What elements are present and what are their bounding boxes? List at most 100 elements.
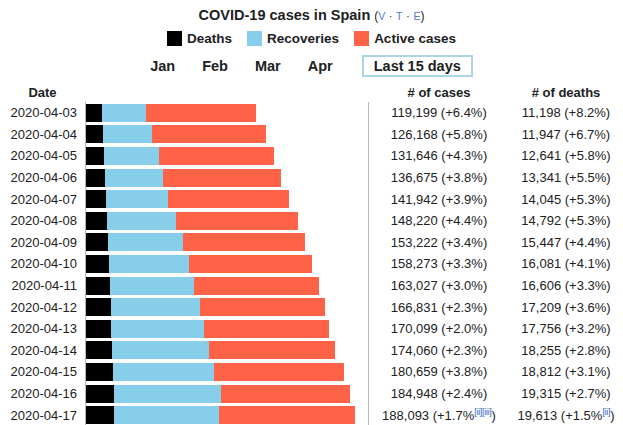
- bar-deaths-segment: [86, 363, 113, 381]
- nav-month-apr[interactable]: Apr: [308, 58, 333, 74]
- row-deaths: 17,209 (+3.6%): [509, 300, 623, 315]
- row-cases: 153,222 (+3.4%): [369, 235, 509, 250]
- stacked-bar: [86, 233, 305, 251]
- range-nav: Jan Feb Mar Apr Last 15 days: [0, 55, 623, 77]
- row-date: 2020-04-05: [0, 148, 85, 163]
- row-cases: 166,831 (+2.3%): [369, 300, 509, 315]
- vte-link-edit[interactable]: e: [413, 10, 420, 22]
- bar-track: [85, 232, 369, 254]
- bar-active-segment: [209, 341, 335, 359]
- chart-header: COVID-19 cases in Spain (v · t · e): [0, 7, 623, 25]
- recoveries-swatch-icon: [247, 31, 262, 46]
- table-row: 2020-04-09 153,222 (+3.4%) 15,447 (+4.4%…: [0, 232, 623, 254]
- row-date: 2020-04-13: [0, 321, 85, 336]
- page-title: COVID-19 cases in Spain: [199, 7, 371, 23]
- row-deaths: 11,198 (+8.2%): [509, 105, 623, 120]
- row-cases: 141,942 (+3.9%): [369, 192, 509, 207]
- table-row: 2020-04-16 184,948 (+2.4%) 19,315 (+2.7%…: [0, 383, 623, 405]
- row-cases: 126,168 (+5.8%): [369, 127, 509, 142]
- bar-track: [85, 340, 369, 362]
- table-row: 2020-04-17 188,093 (+1.7%[ii][iii]) 19,6…: [0, 404, 623, 425]
- header-date: Date: [0, 85, 85, 100]
- row-date: 2020-04-11: [0, 278, 85, 293]
- legend-item-deaths: Deaths: [167, 31, 232, 46]
- stacked-bar: [86, 298, 325, 316]
- bar-recoveries-segment: [102, 104, 146, 122]
- bar-active-segment: [204, 320, 329, 338]
- bar-active-segment: [146, 104, 257, 122]
- stacked-bar: [86, 212, 298, 230]
- row-date: 2020-04-10: [0, 256, 85, 271]
- stacked-bar: [86, 385, 350, 403]
- table-row: 2020-04-15 180,659 (+3.8%) 18,812 (+3.1%…: [0, 361, 623, 383]
- footnote-ref[interactable]: [ii]: [474, 406, 482, 416]
- bar-recoveries-segment: [111, 320, 204, 338]
- stacked-bar: [86, 104, 256, 122]
- bar-recoveries-segment: [112, 341, 209, 359]
- bar-active-segment: [214, 363, 344, 381]
- bar-track: [85, 167, 369, 189]
- bar-recoveries-segment: [109, 255, 189, 273]
- row-deaths: 19,613 (+1.5%[ii]): [509, 408, 623, 423]
- bar-active-segment: [152, 125, 266, 143]
- row-cases: 148,220 (+4.4%): [369, 213, 509, 228]
- nav-month-jan[interactable]: Jan: [150, 58, 175, 74]
- bar-track: [85, 383, 369, 405]
- bar-recoveries-segment: [107, 212, 176, 230]
- bar-active-segment: [168, 190, 289, 208]
- nav-month-feb[interactable]: Feb: [202, 58, 228, 74]
- bar-recoveries-segment: [103, 125, 152, 143]
- row-deaths: 16,606 (+3.3%): [509, 278, 623, 293]
- table-row: 2020-04-07 141,942 (+3.9%) 14,045 (+5.3%…: [0, 188, 623, 210]
- row-deaths: 11,947 (+6.7%): [509, 127, 623, 142]
- row-cases: 158,273 (+3.3%): [369, 256, 509, 271]
- vte-links: (v · t · e): [374, 9, 424, 23]
- legend-label-recoveries: Recoveries: [267, 31, 339, 46]
- row-date: 2020-04-06: [0, 170, 85, 185]
- bar-track: [85, 124, 369, 146]
- row-cases: 180,659 (+3.8%): [369, 364, 509, 379]
- row-date: 2020-04-03: [0, 105, 85, 120]
- row-deaths: 14,045 (+5.3%): [509, 192, 623, 207]
- table-row: 2020-04-12 166,831 (+2.3%) 17,209 (+3.6%…: [0, 296, 623, 318]
- footnote-ref[interactable]: [ii]: [602, 406, 610, 416]
- row-date: 2020-04-17: [0, 408, 85, 423]
- active-swatch-icon: [354, 31, 369, 46]
- bar-deaths-segment: [86, 341, 112, 359]
- row-date: 2020-04-12: [0, 300, 85, 315]
- legend-label-active: Active cases: [374, 31, 456, 46]
- stacked-bar: [86, 125, 266, 143]
- row-deaths: 12,641 (+5.8%): [509, 148, 623, 163]
- legend-item-active: Active cases: [354, 31, 456, 46]
- bar-deaths-segment: [86, 255, 109, 273]
- stacked-bar: [86, 406, 355, 424]
- bar-recoveries-segment: [105, 169, 163, 187]
- bar-active-segment: [200, 298, 325, 316]
- row-date: 2020-04-14: [0, 343, 85, 358]
- footnote-ref[interactable]: [iii]: [482, 406, 492, 416]
- table-row: 2020-04-04 126,168 (+5.8%) 11,947 (+6.7%…: [0, 124, 623, 146]
- nav-last-15-days[interactable]: Last 15 days: [362, 55, 473, 77]
- row-date: 2020-04-15: [0, 364, 85, 379]
- row-cases: 163,027 (+3.0%): [369, 278, 509, 293]
- bar-recoveries-segment: [110, 277, 195, 295]
- row-cases: 184,948 (+2.4%): [369, 386, 509, 401]
- nav-month-mar[interactable]: Mar: [255, 58, 281, 74]
- row-cases: 131,646 (+4.3%): [369, 148, 509, 163]
- bar-deaths-segment: [86, 147, 104, 165]
- row-cases: 136,675 (+3.8%): [369, 170, 509, 185]
- bar-deaths-segment: [86, 233, 108, 251]
- stacked-bar: [86, 277, 319, 295]
- row-cases: 188,093 (+1.7%[ii][iii]): [369, 408, 509, 423]
- row-deaths: 16,081 (+4.1%): [509, 256, 623, 271]
- bar-active-segment: [194, 277, 319, 295]
- row-deaths: 17,756 (+3.2%): [509, 321, 623, 336]
- table-body: 2020-04-03 119,199 (+6.4%) 11,198 (+8.2%…: [0, 102, 623, 425]
- row-cases: 119,199 (+6.4%): [369, 105, 509, 120]
- table-row: 2020-04-03 119,199 (+6.4%) 11,198 (+8.2%…: [0, 102, 623, 124]
- bar-deaths-segment: [86, 125, 103, 143]
- bar-recoveries-segment: [111, 298, 200, 316]
- bar-active-segment: [163, 169, 282, 187]
- row-deaths: 18,255 (+2.8%): [509, 343, 623, 358]
- stacked-bar: [86, 190, 289, 208]
